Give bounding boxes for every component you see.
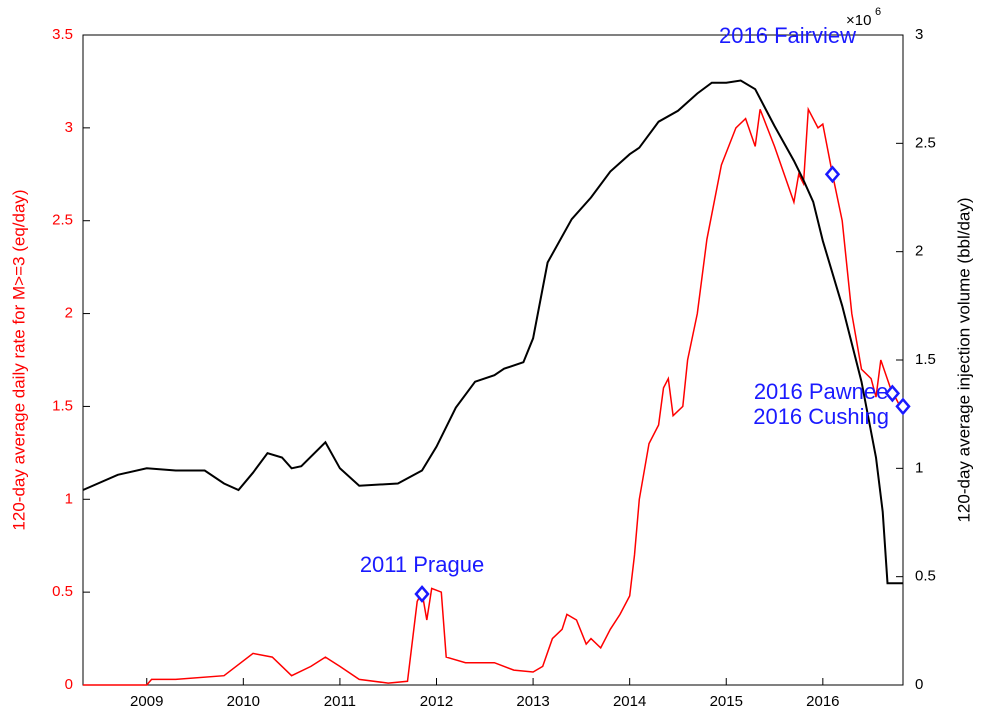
y2-multiplier: ×10 bbox=[846, 12, 871, 29]
y2-tick-label: 0 bbox=[915, 676, 923, 693]
y2-tick-label: 3 bbox=[915, 26, 923, 43]
event-label: 2011 Prague bbox=[360, 552, 484, 577]
series-line bbox=[82, 79, 903, 585]
x-tick-label: 2010 bbox=[227, 693, 260, 710]
y-tick-label: 2 bbox=[65, 305, 73, 322]
x-tick-label: 2009 bbox=[130, 693, 163, 710]
y-tick-label: 2.5 bbox=[52, 212, 73, 229]
y2-tick-label: 0.5 bbox=[915, 568, 936, 585]
y-axis-label: 120-day average daily rate for M>=3 (eq/… bbox=[9, 189, 28, 530]
event-label: 2016 Fairview bbox=[719, 23, 856, 48]
event-marker bbox=[895, 397, 911, 416]
event-marker bbox=[824, 165, 841, 184]
plot-frame bbox=[82, 34, 904, 686]
y2-axis-label: 120-day average injection volume (bbl/da… bbox=[954, 197, 973, 522]
y2-tick-label: 2.5 bbox=[915, 134, 936, 151]
y-tick-label: 3.5 bbox=[52, 26, 73, 43]
x-tick-label: 2015 bbox=[710, 693, 743, 710]
x-tick-label: 2011 bbox=[324, 693, 356, 710]
x-tick-label: 2012 bbox=[420, 693, 453, 710]
event-marker bbox=[414, 585, 430, 603]
x-tick-label: 2016 bbox=[806, 693, 839, 710]
y2-tick-label: 1 bbox=[915, 459, 923, 476]
y-tick-label: 3 bbox=[65, 119, 73, 136]
series-line bbox=[83, 106, 903, 686]
x-tick-label: 2013 bbox=[516, 693, 549, 710]
y-tick-label: 0.5 bbox=[52, 583, 73, 600]
event-label: 2016 Cushing bbox=[753, 404, 889, 429]
y2-tick-label: 1.5 bbox=[915, 351, 936, 368]
y-tick-label: 1.5 bbox=[52, 397, 73, 414]
y-tick-label: 0 bbox=[65, 676, 73, 693]
y-tick-label: 1 bbox=[65, 490, 73, 507]
event-label: 2016 Pawnee bbox=[754, 379, 889, 404]
y2-exponent: 6 bbox=[875, 6, 881, 18]
y2-tick-label: 2 bbox=[915, 243, 923, 260]
x-tick-label: 2014 bbox=[613, 693, 646, 710]
event-marker bbox=[884, 384, 901, 403]
